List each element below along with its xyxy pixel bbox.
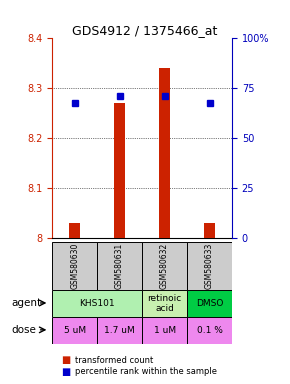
Bar [204, 223, 215, 238]
FancyBboxPatch shape [97, 242, 142, 290]
Text: retinoic
acid: retinoic acid [147, 294, 182, 313]
FancyBboxPatch shape [142, 290, 187, 317]
Bar [114, 103, 125, 238]
Text: ■: ■ [61, 355, 70, 365]
Bar [69, 223, 80, 238]
Text: 5 uM: 5 uM [64, 326, 86, 335]
FancyBboxPatch shape [187, 317, 232, 344]
FancyBboxPatch shape [187, 242, 232, 290]
Text: dose: dose [12, 325, 37, 335]
Text: percentile rank within the sample: percentile rank within the sample [75, 367, 218, 376]
Text: GSM580633: GSM580633 [205, 243, 214, 289]
Text: GDS4912 / 1375466_at: GDS4912 / 1375466_at [72, 24, 218, 37]
FancyBboxPatch shape [52, 290, 142, 317]
Text: DMSO: DMSO [196, 299, 223, 308]
Text: KHS101: KHS101 [79, 299, 115, 308]
Text: GSM580632: GSM580632 [160, 243, 169, 289]
Text: GSM580630: GSM580630 [70, 243, 79, 289]
Text: agent: agent [12, 298, 42, 308]
FancyBboxPatch shape [142, 242, 187, 290]
Text: GSM580631: GSM580631 [115, 243, 124, 289]
Text: 1 uM: 1 uM [153, 326, 176, 335]
Text: transformed count: transformed count [75, 356, 154, 365]
FancyBboxPatch shape [52, 242, 97, 290]
FancyBboxPatch shape [187, 290, 232, 317]
FancyBboxPatch shape [142, 317, 187, 344]
Bar [159, 68, 170, 238]
FancyBboxPatch shape [52, 317, 97, 344]
Text: 0.1 %: 0.1 % [197, 326, 222, 335]
Text: ■: ■ [61, 367, 70, 377]
Text: 1.7 uM: 1.7 uM [104, 326, 135, 335]
FancyBboxPatch shape [97, 317, 142, 344]
